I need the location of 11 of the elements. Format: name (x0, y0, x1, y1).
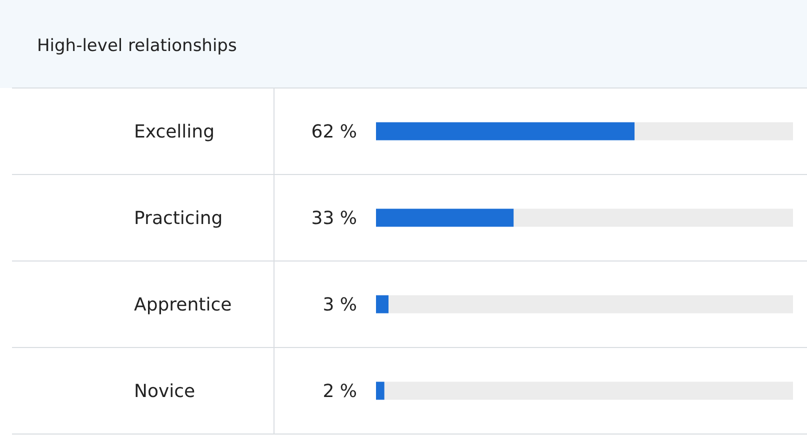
text: High-level relationships (37, 36, 237, 56)
bar (376, 382, 384, 400)
data-label: 33 % (311, 208, 357, 229)
y-tick-label: Apprentice (134, 294, 232, 316)
data-label: 3 % (322, 294, 357, 316)
y-tick-label: Novice (134, 380, 196, 402)
bar (376, 295, 389, 314)
y-tick-label: Excelling (134, 121, 215, 142)
y-tick-label: Practicing (134, 208, 223, 229)
data-label: 62 % (311, 121, 357, 142)
data-label: 2 % (322, 380, 357, 402)
